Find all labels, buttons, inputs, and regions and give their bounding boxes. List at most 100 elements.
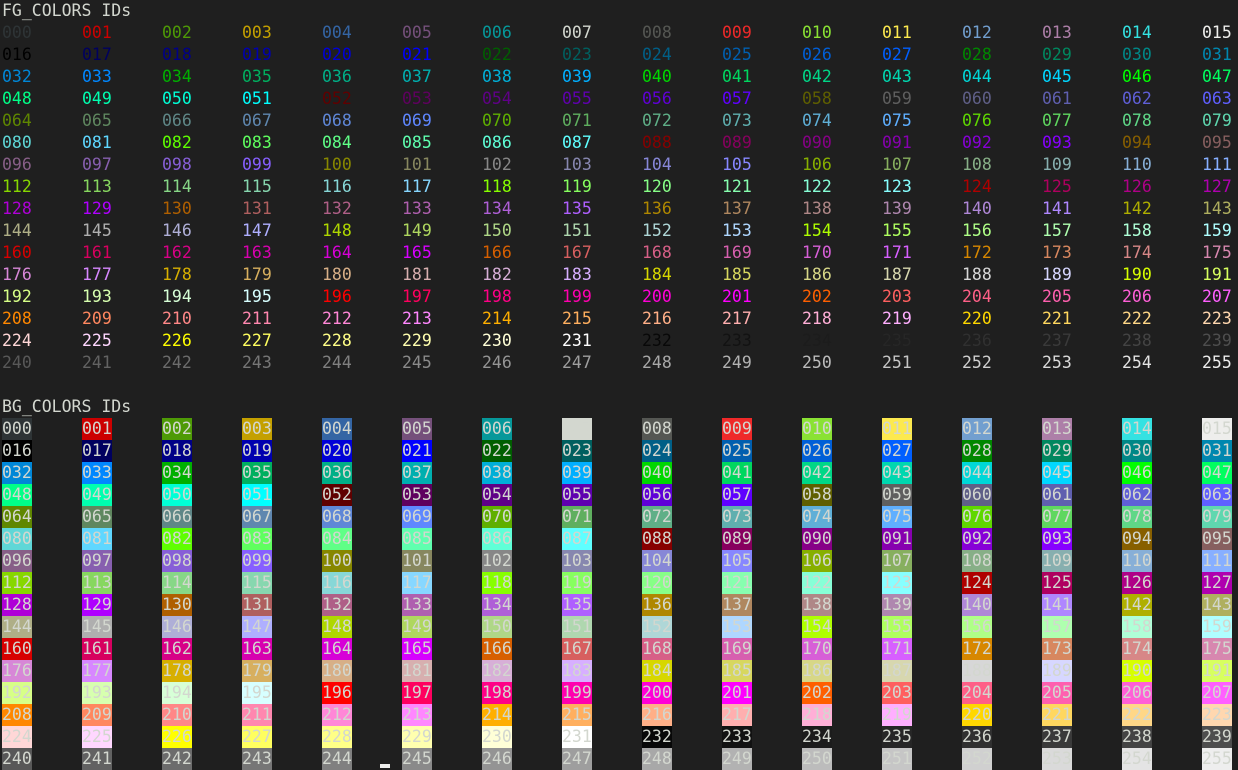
fg-color-id: 079: [1202, 111, 1232, 130]
fg-color-id: 167: [562, 243, 592, 262]
bg-color-cell: 024: [642, 440, 722, 462]
bg-color-cell: 181: [402, 660, 482, 682]
bg-color-cell: 140: [962, 594, 1042, 616]
bg-color-swatch: 020: [322, 440, 352, 462]
bg-color-swatch: 244: [322, 748, 352, 770]
bg-color-cell: 080: [2, 528, 82, 550]
bg-color-swatch: 140: [962, 594, 992, 616]
bg-color-swatch: 034: [162, 462, 192, 484]
fg-color-id: 242: [162, 353, 192, 372]
bg-color-cell: 129: [82, 594, 162, 616]
bg-color-cell: 009: [722, 418, 802, 440]
fg-color-row: 144 145 146 147 148 149 150 151 152 153 154 155 156 1…: [0, 220, 1238, 242]
fg-color-id: 113: [82, 177, 112, 196]
fg-color-id: 060: [962, 89, 992, 108]
fg-color-id: 157: [1042, 221, 1072, 240]
bg-color-cell: 036: [322, 462, 402, 484]
bg-color-swatch: 217: [722, 704, 752, 726]
bg-color-swatch: 038: [482, 462, 512, 484]
fg-color-row: 160 161 162 163 164 165 166 167 168 169 170 171 172 1…: [0, 242, 1238, 264]
bg-color-swatch: 083: [242, 528, 272, 550]
fg-color-id: 055: [562, 89, 592, 108]
bg-color-cell: 085: [402, 528, 482, 550]
bg-color-cell: 208: [2, 704, 82, 726]
fg-color-id: 083: [242, 133, 272, 152]
fg-color-id: 254: [1122, 353, 1152, 372]
fg-color-id: 120: [642, 177, 672, 196]
bg-color-swatch: 184: [642, 660, 672, 682]
bg-color-swatch: 117: [402, 572, 432, 594]
fg-color-id: 218: [802, 309, 832, 328]
bg-color-cell: 107: [882, 550, 962, 572]
bg-color-swatch: 156: [962, 616, 992, 638]
bg-color-cell: 233: [722, 726, 802, 748]
fg-color-id: 135: [562, 199, 592, 218]
fg-color-id: 098: [162, 155, 192, 174]
bg-color-swatch: 155: [882, 616, 912, 638]
fg-color-id: 137: [722, 199, 752, 218]
bg-color-cell: 222: [1122, 704, 1202, 726]
bg-color-cell: 018: [162, 440, 242, 462]
bg-color-swatch: 007: [562, 418, 592, 440]
bg-color-cell: 047: [1202, 462, 1238, 484]
bg-color-swatch: 225: [82, 726, 112, 748]
bg-color-cell: 194: [162, 682, 242, 704]
fg-color-id: 205: [1042, 287, 1072, 306]
bg-color-cell: 101: [402, 550, 482, 572]
bg-color-swatch: 183: [562, 660, 592, 682]
bg-color-cell: 041: [722, 462, 802, 484]
fg-color-id: 189: [1042, 265, 1072, 284]
bg-color-cell: 095: [1202, 528, 1238, 550]
bg-color-swatch: 229: [402, 726, 432, 748]
bg-color-cell: 001: [82, 418, 162, 440]
fg-color-id: 118: [482, 177, 512, 196]
fg-color-id: 224: [2, 331, 32, 350]
bg-color-swatch: 224: [2, 726, 32, 748]
bg-color-cell: 109: [1042, 550, 1122, 572]
bg-color-cell: 154: [802, 616, 882, 638]
bg-color-cell: 133: [402, 594, 482, 616]
bg-color-cell: 217: [722, 704, 802, 726]
fg-color-id: 103: [562, 155, 592, 174]
fg-color-id: 171: [882, 243, 912, 262]
bg-color-cell: 206: [1122, 682, 1202, 704]
bg-color-cell: 171: [882, 638, 962, 660]
bg-color-swatch: 171: [882, 638, 912, 660]
fg-color-id: 064: [2, 111, 32, 130]
fg-color-id: 182: [482, 265, 512, 284]
fg-color-id: 243: [242, 353, 272, 372]
bg-color-swatch: 045: [1042, 462, 1072, 484]
bg-color-swatch: 107: [882, 550, 912, 572]
bg-color-swatch: 010: [802, 418, 832, 440]
fg-color-id: 162: [162, 243, 192, 262]
fg-color-id: 183: [562, 265, 592, 284]
fg-color-id: 014: [1122, 23, 1152, 42]
bg-color-swatch: 068: [322, 506, 352, 528]
bg-color-swatch: 026: [802, 440, 832, 462]
fg-color-id: 115: [242, 177, 272, 196]
bg-color-swatch: 009: [722, 418, 752, 440]
bg-color-swatch: 227: [242, 726, 272, 748]
bg-color-cell: 210: [162, 704, 242, 726]
bg-color-cell: 185: [722, 660, 802, 682]
bg-color-cell: 148: [322, 616, 402, 638]
bg-color-cell: 219: [882, 704, 962, 726]
bg-color-cell: 081: [82, 528, 162, 550]
bg-color-cell: 099: [242, 550, 322, 572]
fg-color-id: 172: [962, 243, 992, 262]
fg-color-id: 028: [962, 45, 992, 64]
fg-color-id: 011: [882, 23, 912, 42]
bg-color-row: 064 065 066 067 068 069 070 071 072 073 074 075 076 0…: [0, 506, 1238, 528]
fg-color-id: 021: [402, 45, 432, 64]
bg-color-swatch: 173: [1042, 638, 1072, 660]
fg-color-id: 026: [802, 45, 832, 64]
bg-color-cell: 102: [482, 550, 562, 572]
bg-color-swatch: 152: [642, 616, 672, 638]
fg-color-id: 144: [2, 221, 32, 240]
bg-color-swatch: 179: [242, 660, 272, 682]
fg-color-id: 107: [882, 155, 912, 174]
fg-color-id: 111: [1202, 155, 1232, 174]
fg-color-id: 051: [242, 89, 272, 108]
fg-color-id: 216: [642, 309, 672, 328]
